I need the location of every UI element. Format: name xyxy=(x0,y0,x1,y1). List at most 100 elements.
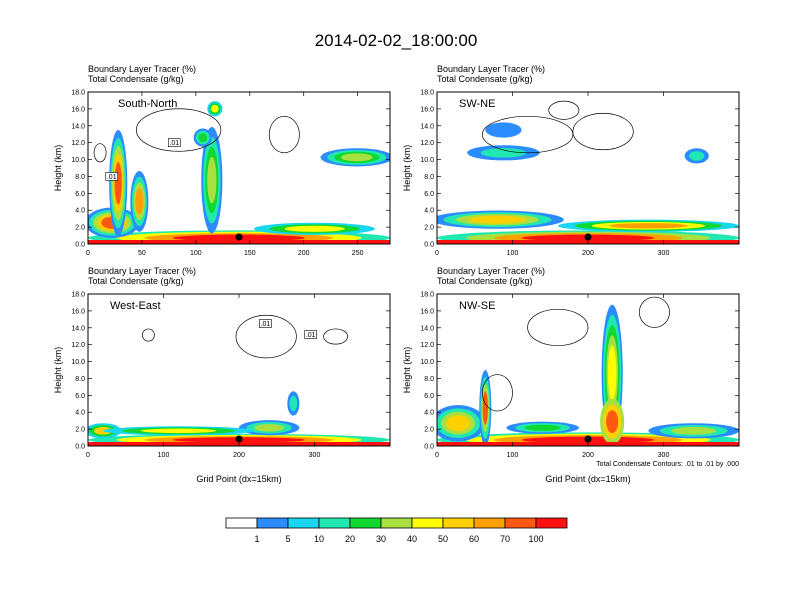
tracer-shade xyxy=(606,410,619,434)
condensate-contour xyxy=(235,314,297,359)
tracer-field xyxy=(437,304,739,446)
colorbar-swatch xyxy=(535,517,568,529)
panel-title-condensate: Total Condensate (g/kg) xyxy=(437,74,533,84)
tracer-shade xyxy=(284,225,345,232)
colorbar-label: 1 xyxy=(254,534,259,544)
x-tick-label: 0 xyxy=(435,250,439,257)
y-tick-label: 12.0 xyxy=(420,342,434,349)
contour-label: .01 xyxy=(261,321,271,328)
panel-nw-se: Boundary Layer Tracer (%)Total Condensat… xyxy=(402,266,740,484)
x-tick-label: 200 xyxy=(582,250,594,257)
condensate-contours xyxy=(481,296,670,412)
condensate-contour xyxy=(481,115,574,154)
y-tick-label: 4.0 xyxy=(75,410,85,417)
condensate-contour xyxy=(323,328,349,345)
y-tick-label: 12.0 xyxy=(420,140,434,147)
condensate-contour xyxy=(527,308,589,347)
y-tick-label: 4.0 xyxy=(424,410,434,417)
y-tick-label: 4.0 xyxy=(424,208,434,215)
contour-label: .01 xyxy=(169,140,179,147)
condensate-contour xyxy=(142,328,155,342)
colorbar-label: 60 xyxy=(469,534,479,544)
colorbar-label: 5 xyxy=(285,534,290,544)
tracer-shade xyxy=(689,151,705,161)
panel-title-tracer: Boundary Layer Tracer (%) xyxy=(437,64,545,74)
colorbar-swatch xyxy=(411,517,444,529)
y-tick-label: 12.0 xyxy=(71,140,85,147)
surface-layer xyxy=(88,240,390,244)
panel-south-north: Boundary Layer Tracer (%)Total Condensat… xyxy=(53,64,391,257)
tracer-shade xyxy=(254,423,285,432)
panel-title-tracer: Boundary Layer Tracer (%) xyxy=(437,266,545,276)
y-tick-label: 2.0 xyxy=(75,427,85,434)
y-tick-label: 6.0 xyxy=(75,393,85,400)
tracer-shade xyxy=(114,161,122,205)
y-tick-label: 18.0 xyxy=(420,90,434,97)
x-tick-label: 200 xyxy=(298,250,310,257)
y-tick-label: 16.0 xyxy=(71,308,85,315)
y-tick-label: 18.0 xyxy=(420,292,434,299)
panel-title-tracer: Boundary Layer Tracer (%) xyxy=(88,266,196,276)
y-tick-label: 10.0 xyxy=(420,359,434,366)
colorbar-swatch xyxy=(256,517,289,529)
y-tick-label: 10.0 xyxy=(71,359,85,366)
y-tick-label: 16.0 xyxy=(420,106,434,113)
contour-label-box xyxy=(259,319,272,328)
y-tick-label: 18.0 xyxy=(71,292,85,299)
x-tick-label: 300 xyxy=(309,452,321,459)
colorbar-label: 20 xyxy=(345,534,355,544)
y-tick-label: 14.0 xyxy=(420,325,434,332)
y-tick-label: 2.0 xyxy=(75,225,85,232)
condensate-contour xyxy=(548,100,580,120)
tracer-shade xyxy=(446,415,471,432)
y-tick-label: 12.0 xyxy=(71,342,85,349)
x-tick-label: 100 xyxy=(190,250,202,257)
x-tick-label: 300 xyxy=(658,250,670,257)
panel-name: SW-NE xyxy=(459,98,495,110)
colorbar-swatch xyxy=(442,517,475,529)
location-marker xyxy=(235,435,243,443)
contour-label: .01 xyxy=(306,332,316,339)
y-tick-label: 16.0 xyxy=(420,308,434,315)
location-marker xyxy=(584,233,592,241)
tracer-shade xyxy=(289,395,298,412)
x-tick-label: 0 xyxy=(86,250,90,257)
tracer-shade xyxy=(207,156,217,204)
x-tick-label: 250 xyxy=(352,250,364,257)
tracer-shade xyxy=(482,391,488,425)
y-tick-label: 0.0 xyxy=(75,444,85,451)
x-tick-label: 200 xyxy=(233,452,245,459)
panel-title-condensate: Total Condensate (g/kg) xyxy=(88,74,184,84)
panel-title-tracer: Boundary Layer Tracer (%) xyxy=(88,64,196,74)
x-tick-label: 200 xyxy=(582,452,594,459)
y-tick-label: 0.0 xyxy=(424,242,434,249)
condensate-contour xyxy=(481,374,513,412)
condensate-contour xyxy=(638,296,670,328)
x-tick-label: 150 xyxy=(244,250,256,257)
y-tick-label: 2.0 xyxy=(424,427,434,434)
y-tick-label: 6.0 xyxy=(75,191,85,198)
y-tick-label: 14.0 xyxy=(420,123,434,130)
tracer-field xyxy=(88,101,390,244)
y-tick-label: 8.0 xyxy=(424,376,434,383)
x-tick-label: 100 xyxy=(507,250,519,257)
x-tick-label: 50 xyxy=(138,250,146,257)
colorbar-swatch xyxy=(473,517,506,529)
x-tick-label: 0 xyxy=(86,452,90,459)
panel-sw-ne: Boundary Layer Tracer (%)Total Condensat… xyxy=(402,64,740,257)
location-marker xyxy=(235,233,243,241)
tracer-shade xyxy=(340,153,373,162)
y-tick-label: 18.0 xyxy=(71,90,85,97)
y-tick-label: 8.0 xyxy=(424,174,434,181)
tracer-shade xyxy=(211,104,219,113)
tracer-shade xyxy=(140,428,217,434)
colorbar-swatch xyxy=(380,517,413,529)
colorbar-swatch xyxy=(318,517,351,529)
panel-name: West-East xyxy=(110,300,161,312)
tracer-shade xyxy=(608,223,689,229)
tracer-shade xyxy=(480,148,527,158)
x-tick-label: 100 xyxy=(158,452,170,459)
y-tick-label: 14.0 xyxy=(71,123,85,130)
colorbar-swatch xyxy=(287,517,320,529)
condensate-contours xyxy=(481,100,634,154)
